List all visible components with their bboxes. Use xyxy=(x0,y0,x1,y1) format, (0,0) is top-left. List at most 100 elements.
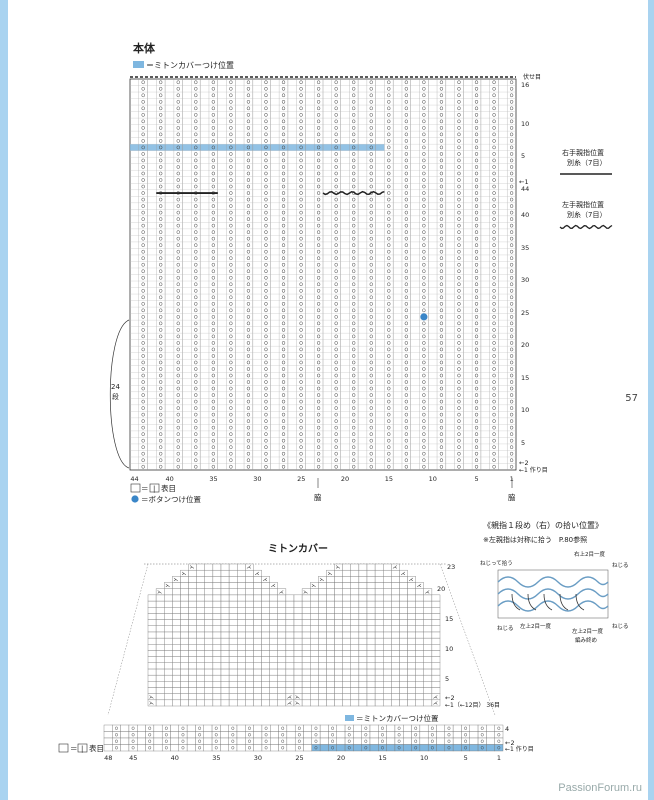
purl-twist-mark xyxy=(281,171,286,176)
purl-twist-mark xyxy=(439,464,444,469)
cover-cell xyxy=(399,613,408,620)
purl-twist-mark xyxy=(369,399,373,404)
cover-cell xyxy=(164,662,173,670)
purl-twist-mark xyxy=(194,425,198,430)
rib-cell xyxy=(145,724,155,732)
cover-cell xyxy=(196,631,205,639)
purl-twist-mark xyxy=(492,145,496,150)
purl-twist-mark xyxy=(229,204,233,208)
cover-cell xyxy=(261,625,270,633)
purl-twist-mark xyxy=(439,432,444,437)
cover-cell xyxy=(172,693,181,701)
purl-twist-mark xyxy=(159,445,163,450)
purl-twist-mark xyxy=(194,406,198,410)
cover-cell xyxy=(172,600,181,608)
cover-cell xyxy=(391,674,400,682)
purl-twist-mark xyxy=(404,419,408,423)
cover-cell xyxy=(269,687,278,694)
purl-twist-mark xyxy=(229,86,233,91)
purl-twist-mark xyxy=(404,93,408,98)
purl-twist-mark xyxy=(159,210,163,215)
row-label-m1: ←1 xyxy=(519,178,529,186)
purl-twist-mark xyxy=(387,458,391,463)
purl-twist-mark xyxy=(352,171,356,176)
purl-twist-mark xyxy=(509,86,514,91)
rib-cell xyxy=(394,737,404,745)
purl-twist-mark xyxy=(474,236,479,241)
purl-twist-mark xyxy=(387,132,391,137)
cover-cell xyxy=(180,625,189,633)
purl-twist-mark xyxy=(176,184,180,189)
rib-twist-mark xyxy=(131,746,135,750)
purl-twist-mark xyxy=(281,165,286,169)
purl-twist-mark xyxy=(159,230,163,234)
purl-twist-mark xyxy=(141,139,145,143)
purl-twist-mark xyxy=(246,373,251,378)
cover-cell xyxy=(228,693,238,701)
purl-twist-mark xyxy=(159,99,163,104)
purl-twist-mark xyxy=(474,158,479,163)
purl-twist-mark xyxy=(246,288,251,293)
rib-cell xyxy=(153,737,163,745)
purl-twist-mark xyxy=(492,360,496,365)
cover-cell xyxy=(423,650,433,657)
purl-twist-mark xyxy=(246,275,251,280)
purl-twist-mark xyxy=(509,451,514,456)
purl-twist-mark xyxy=(439,106,444,111)
purl-twist-mark xyxy=(194,223,198,228)
purl-twist-mark xyxy=(159,152,163,156)
cover-cell xyxy=(155,681,165,688)
purl-twist-mark xyxy=(369,217,373,221)
purl-twist-mark xyxy=(141,93,145,98)
purl-twist-mark xyxy=(509,93,514,98)
cover-cell xyxy=(374,650,384,657)
cover-cell xyxy=(155,699,165,707)
purl-twist-mark xyxy=(492,282,496,287)
purl-twist-mark xyxy=(439,119,444,124)
purl-twist-mark xyxy=(369,419,373,423)
rib-column-number-35: 35 xyxy=(212,754,220,762)
cover-cell xyxy=(228,637,238,645)
purl-twist-mark xyxy=(509,438,514,443)
purl-twist-mark xyxy=(246,367,251,371)
rib-twist-mark xyxy=(364,746,368,750)
purl-twist-mark xyxy=(229,275,233,280)
purl-twist-mark xyxy=(316,191,321,195)
purl-twist-mark xyxy=(369,86,373,91)
cover-cell xyxy=(407,662,416,670)
cover-cell xyxy=(172,619,181,626)
cover-cell xyxy=(245,613,254,620)
rib-twist-mark xyxy=(198,746,202,750)
purl-twist-mark xyxy=(176,380,180,384)
cover-cell xyxy=(285,619,295,626)
purl-twist-mark xyxy=(264,451,268,456)
purl-twist-mark xyxy=(211,451,215,456)
rib-twist-mark xyxy=(430,746,434,750)
purl-twist-mark xyxy=(299,419,303,423)
cover-cell xyxy=(212,582,222,589)
purl-twist-mark xyxy=(281,152,286,156)
purl-twist-mark xyxy=(509,165,514,169)
purl-twist-mark xyxy=(492,301,496,306)
rib-cell xyxy=(128,744,138,752)
purl-twist-mark xyxy=(229,393,233,397)
cover-cell xyxy=(204,674,214,682)
cover-cell xyxy=(212,650,222,657)
purl-twist-mark xyxy=(194,256,198,261)
cover-cell xyxy=(220,588,230,596)
purl-twist-mark xyxy=(299,445,303,450)
cover-cell xyxy=(342,563,351,571)
row-label-25: 25 xyxy=(521,309,529,317)
purl-twist-mark xyxy=(316,328,321,332)
purl-twist-mark xyxy=(211,399,215,404)
cover-cell xyxy=(423,625,433,633)
cover-cell xyxy=(164,668,173,676)
purl-twist-mark xyxy=(404,275,408,280)
cover-cell xyxy=(277,681,287,688)
cover-cell xyxy=(228,674,238,682)
purl-twist-mark xyxy=(246,295,251,300)
purl-twist-mark xyxy=(439,269,444,274)
rib-cell xyxy=(178,737,188,745)
purl-twist-mark xyxy=(176,236,180,241)
purl-twist-mark xyxy=(474,419,479,423)
